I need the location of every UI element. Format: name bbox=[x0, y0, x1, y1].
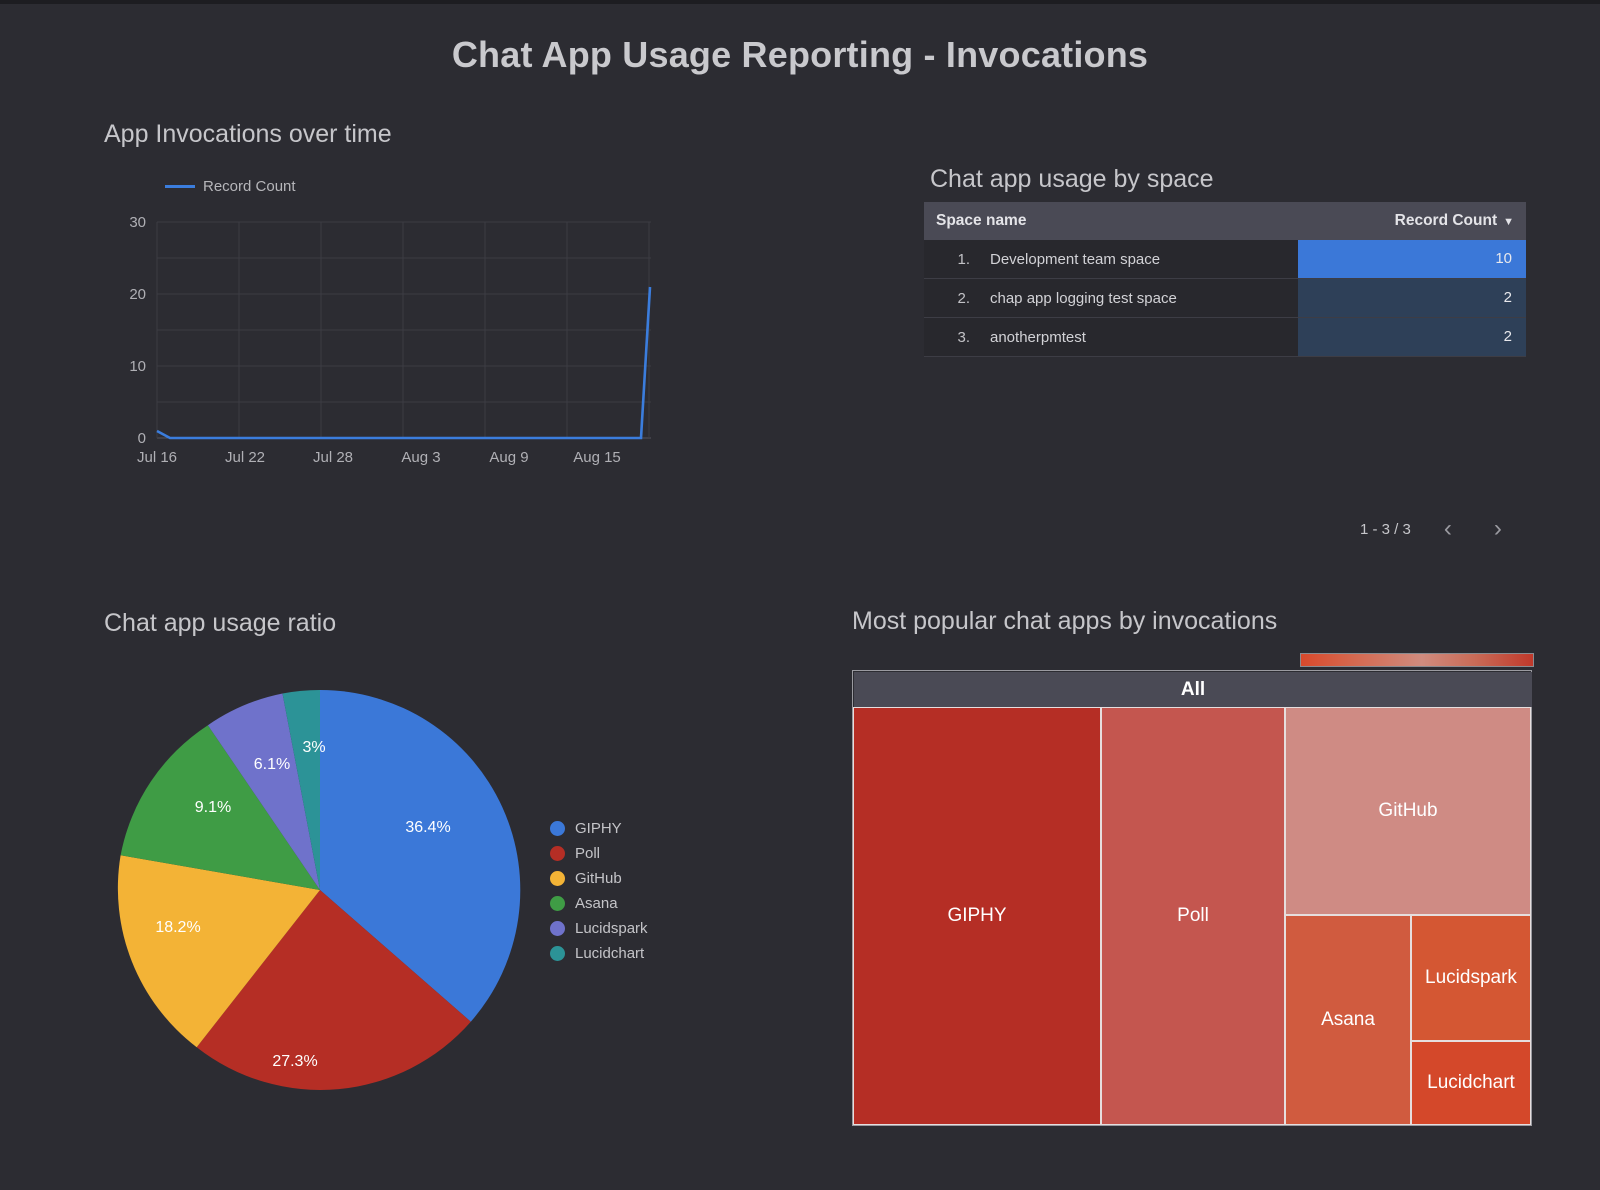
pie-slice-lucidspark[interactable] bbox=[207, 693, 320, 891]
treemap-cell-poll[interactable]: Poll bbox=[1101, 707, 1285, 1125]
treemap-cell-github[interactable]: GitHub bbox=[1285, 707, 1531, 915]
column-header-record-count[interactable]: Record Count ▼ bbox=[1298, 202, 1526, 240]
treemap-cell-lucidspark[interactable]: Lucidspark bbox=[1411, 915, 1531, 1041]
table-row[interactable]: 3. anotherpmtest 2 bbox=[924, 317, 1526, 357]
row-index: 2. bbox=[924, 278, 978, 318]
pie-label-lucidspark: 6.1% bbox=[254, 756, 290, 773]
record-count-legend-label: Record Count bbox=[203, 178, 296, 195]
treemap-root-header[interactable]: All bbox=[854, 672, 1532, 708]
pie-slice-asana[interactable] bbox=[120, 725, 320, 890]
row-index: 3. bbox=[924, 317, 978, 357]
y-tick-20: 20 bbox=[129, 286, 146, 303]
legend-dot-giphy bbox=[550, 821, 565, 836]
y-tick-10: 10 bbox=[129, 358, 146, 375]
pie-label-giphy: 36.4% bbox=[405, 819, 450, 836]
line-chart-gridlines bbox=[156, 221, 651, 439]
legend-dot-asana bbox=[550, 896, 565, 911]
record-count-line bbox=[156, 286, 652, 440]
chevron-right-icon[interactable]: › bbox=[1493, 515, 1502, 542]
column-header-space-name[interactable]: Space name bbox=[924, 202, 1298, 240]
line-chart-plot[interactable]: 30 20 10 0 Jul 16 Jul 22 Jul 28 Aug 3 Au… bbox=[104, 200, 704, 480]
treemap-cell-label-github: GitHub bbox=[1378, 800, 1438, 821]
pie-label-github: 18.2% bbox=[155, 919, 200, 936]
pie-slices bbox=[117, 689, 521, 1090]
line-chart-title: App Invocations over time bbox=[104, 120, 392, 148]
legend-item-giphy[interactable]: GIPHY bbox=[550, 820, 648, 837]
row-space-name: Development team space bbox=[978, 240, 1298, 279]
chevron-left-icon[interactable]: ‹ bbox=[1443, 515, 1452, 542]
legend-label-poll: Poll bbox=[575, 845, 601, 862]
record-count-legend-swatch bbox=[165, 185, 195, 188]
treemap-cell-label-lucidchart: Lucidchart bbox=[1427, 1072, 1515, 1093]
row-record-count-value: 2 bbox=[1503, 328, 1512, 345]
page-title: Chat App Usage Reporting - Invocations bbox=[451, 34, 1149, 75]
space-usage-table[interactable]: Space name Record Count ▼ 1. Development … bbox=[924, 202, 1526, 357]
treemap-cell-label-poll: Poll bbox=[1177, 905, 1209, 926]
treemap-cell-label-asana: Asana bbox=[1321, 1009, 1375, 1030]
legend-item-github[interactable]: GitHub bbox=[550, 870, 648, 887]
legend-dot-github bbox=[550, 871, 565, 886]
treemap-cell-asana[interactable]: Asana bbox=[1285, 915, 1411, 1125]
x-tick-2: Jul 28 bbox=[313, 449, 353, 466]
row-record-count-value: 2 bbox=[1503, 289, 1512, 306]
legend-dot-lucidspark bbox=[550, 921, 565, 936]
pie-slice-giphy[interactable] bbox=[320, 689, 521, 1022]
pie-slice-lucidchart[interactable] bbox=[282, 689, 321, 890]
legend-label-asana: Asana bbox=[575, 895, 618, 912]
table-row[interactable]: 2. chap app logging test space 2 bbox=[924, 278, 1526, 318]
pie-chart-legend: GIPHY Poll GitHub Asana Lucidspark Lucid… bbox=[550, 820, 648, 962]
treemap-plot[interactable]: All GIPHY Poll GitHub Asana Lucidspark L… bbox=[852, 670, 1532, 1126]
table-pagination: 1 - 3 / 3 ‹ › bbox=[1360, 516, 1511, 542]
legend-label-giphy: GIPHY bbox=[575, 820, 622, 837]
pie-label-asana: 9.1% bbox=[195, 799, 231, 816]
legend-item-lucidspark[interactable]: Lucidspark bbox=[550, 920, 648, 937]
legend-label-lucidspark: Lucidspark bbox=[575, 920, 648, 937]
row-record-count-cell: 10 bbox=[1298, 240, 1526, 279]
treemap-cell-label-lucidspark: Lucidspark bbox=[1425, 967, 1517, 988]
row-space-name: anotherpmtest bbox=[978, 317, 1298, 357]
pie-label-poll: 27.3% bbox=[272, 1053, 317, 1070]
y-tick-30: 30 bbox=[129, 214, 146, 231]
pie-slice-github[interactable] bbox=[117, 855, 320, 1048]
legend-item-lucidchart[interactable]: Lucidchart bbox=[550, 945, 648, 962]
line-chart-legend: Record Count bbox=[165, 178, 296, 195]
pie-slice-poll[interactable] bbox=[196, 890, 471, 1090]
legend-label-github: GitHub bbox=[575, 870, 622, 887]
legend-dot-poll bbox=[550, 846, 565, 861]
column-header-record-count-label: Record Count bbox=[1394, 212, 1498, 229]
treemap-color-scale-legend bbox=[1300, 653, 1534, 667]
table-row[interactable]: 1. Development team space 10 bbox=[924, 240, 1526, 279]
treemap-cell-giphy[interactable]: GIPHY bbox=[853, 707, 1101, 1125]
table-header-row: Space name Record Count ▼ bbox=[924, 202, 1526, 240]
legend-item-poll[interactable]: Poll bbox=[550, 845, 648, 862]
treemap-root-label: All bbox=[1180, 678, 1206, 700]
legend-item-asana[interactable]: Asana bbox=[550, 895, 648, 912]
treemap-cell-lucidchart[interactable]: Lucidchart bbox=[1411, 1041, 1531, 1125]
x-tick-0: Jul 16 bbox=[137, 449, 177, 466]
legend-label-lucidchart: Lucidchart bbox=[575, 945, 645, 962]
column-header-space-name-label: Space name bbox=[936, 212, 1027, 229]
row-index: 1. bbox=[924, 240, 978, 279]
x-tick-3: Aug 3 bbox=[401, 449, 440, 466]
row-bar-fill bbox=[1298, 240, 1526, 278]
pie-chart-title: Chat app usage ratio bbox=[104, 609, 337, 637]
row-record-count-cell: 2 bbox=[1298, 278, 1526, 318]
pie-label-lucidchart: 3% bbox=[302, 739, 325, 756]
top-edge-strip bbox=[0, 0, 1600, 4]
sort-descending-icon[interactable]: ▼ bbox=[1503, 216, 1514, 228]
pie-chart-plot[interactable]: 36.4% 27.3% 18.2% 9.1% 6.1% 3% bbox=[110, 680, 530, 1100]
x-tick-5: Aug 15 bbox=[573, 449, 621, 466]
row-record-count-cell: 2 bbox=[1298, 317, 1526, 357]
row-record-count-value: 10 bbox=[1495, 250, 1512, 267]
y-tick-0: 0 bbox=[138, 430, 146, 447]
treemap-cell-label-giphy: GIPHY bbox=[947, 905, 1007, 926]
x-tick-1: Jul 22 bbox=[225, 449, 265, 466]
treemap-title: Most popular chat apps by invocations bbox=[852, 607, 1278, 635]
row-space-name: chap app logging test space bbox=[978, 278, 1298, 318]
legend-dot-lucidchart bbox=[550, 946, 565, 961]
pagination-range: 1 - 3 / 3 bbox=[1360, 520, 1411, 538]
x-tick-4: Aug 9 bbox=[489, 449, 528, 466]
table-title: Chat app usage by space bbox=[930, 165, 1214, 193]
